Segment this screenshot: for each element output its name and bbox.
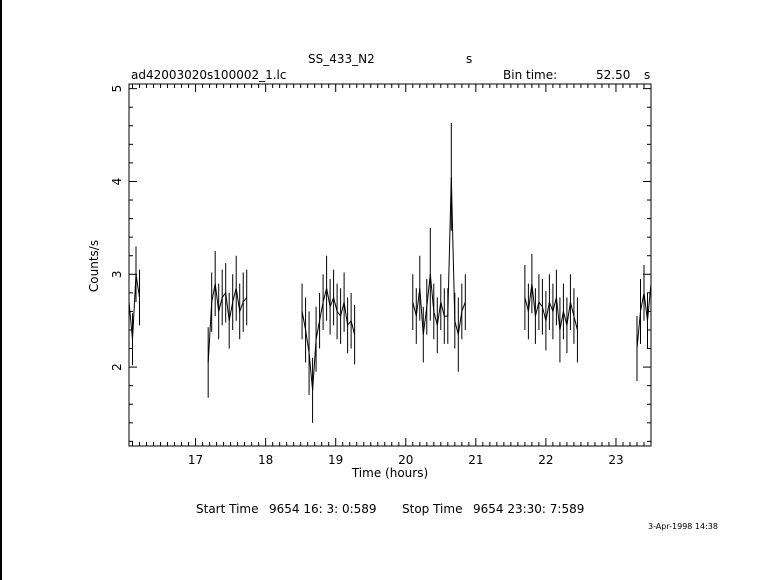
filename-label: ad42003020s100002_1.lc <box>131 68 287 82</box>
series-line-segment <box>207 283 248 363</box>
start-time-value: 9654 16: 3: 0:589 <box>269 502 377 516</box>
x-tick-label: 18 <box>258 453 273 467</box>
title-unit: s <box>466 52 473 66</box>
series-line-segment <box>128 274 140 340</box>
y-tick-label: 3 <box>110 270 124 278</box>
x-tick-label: 20 <box>398 453 413 467</box>
y-tick-label: 2 <box>110 363 124 371</box>
plot-title: SS_433_N2 <box>308 52 375 66</box>
stop-time-label: Stop Time <box>402 502 463 516</box>
plot-datestamp: 3-Apr-1998 14:38 <box>648 522 718 531</box>
stop-time-value: 9654 23:30: 7:589 <box>473 502 585 516</box>
axis-ticks <box>129 84 652 446</box>
y-tick-label: 4 <box>110 178 124 186</box>
x-tick-label: 17 <box>188 453 203 467</box>
y-axis-label: Counts/s <box>87 240 101 292</box>
x-tick-label: 19 <box>328 453 343 467</box>
x-tick-label: 21 <box>468 453 483 467</box>
series-line-segment <box>524 283 578 331</box>
start-time-label: Start Time <box>196 502 259 516</box>
series-line-segment <box>412 176 466 335</box>
left-edge-rule <box>0 0 2 580</box>
bin-time-unit: s <box>644 68 651 82</box>
x-axis-label: Time (hours) <box>351 466 428 480</box>
plot-frame <box>128 83 652 447</box>
x-tick-label: 23 <box>608 453 623 467</box>
x-tick-label: 22 <box>538 453 553 467</box>
series-line-segment <box>301 288 356 391</box>
bin-time-value: 52.50 <box>596 68 631 82</box>
data-marks <box>128 122 652 423</box>
bin-time-label: Bin time: <box>503 68 558 82</box>
y-tick-label: 5 <box>110 85 124 93</box>
